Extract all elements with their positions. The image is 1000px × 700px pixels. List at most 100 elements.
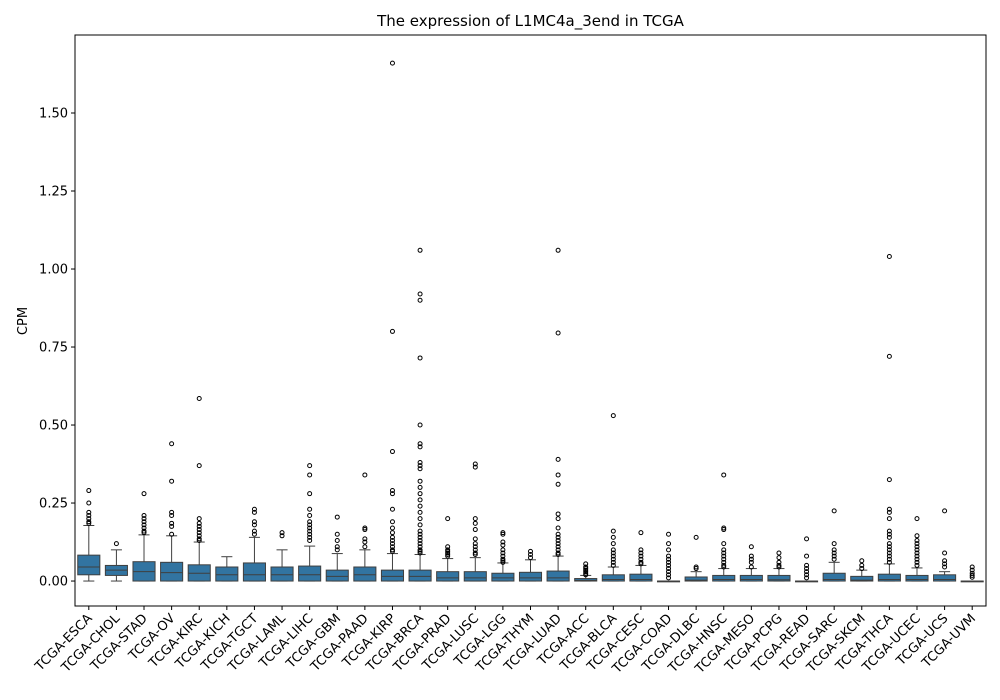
outlier-point: [472, 536, 478, 542]
outlier-point: [307, 537, 313, 543]
outlier-point: [776, 562, 782, 568]
outlier-point: [666, 541, 672, 547]
outlier-point: [942, 558, 948, 564]
outlier-point: [914, 516, 920, 522]
outlier-point: [141, 491, 147, 497]
outlier-point: [638, 550, 644, 556]
outlier-point: [942, 564, 948, 570]
outlier-point: [196, 463, 202, 469]
box-group-tcga-sarc: [822, 508, 846, 582]
box-group-tcga-kirp: [380, 60, 405, 582]
box-iqr: [905, 574, 929, 582]
outlier-point: [886, 541, 892, 547]
outlier-point: [886, 550, 892, 556]
outlier-point: [417, 503, 423, 509]
box-group-tcga-lihc: [298, 463, 322, 582]
outlier-point: [362, 539, 368, 545]
outlier-point: [307, 519, 313, 525]
outlier-point: [721, 541, 727, 547]
outlier-point: [528, 555, 533, 561]
outlier-point: [362, 536, 368, 542]
outlier-point: [500, 547, 506, 553]
outlier-point: [555, 537, 561, 543]
outlier-point: [942, 561, 948, 567]
outlier-point: [389, 547, 395, 553]
outlier-point: [638, 559, 644, 565]
outlier-point: [555, 472, 561, 478]
box-iqr: [684, 576, 708, 582]
outlier-point: [86, 513, 92, 519]
outlier-point: [555, 534, 561, 540]
outlier-point: [776, 550, 782, 556]
outlier-point: [251, 522, 257, 528]
outlier-point: [969, 574, 975, 580]
outlier-point: [500, 553, 506, 559]
outlier-point: [555, 552, 561, 558]
outlier-point: [307, 472, 313, 478]
outlier-point: [141, 513, 147, 519]
outlier-point: [445, 547, 451, 553]
box-group-tcga-pcpg: [767, 550, 791, 582]
outlier-point: [500, 550, 506, 556]
box-iqr: [518, 571, 543, 582]
outlier-point: [445, 548, 451, 554]
outlier-point: [914, 547, 920, 553]
box-group-tcga-read: [795, 536, 819, 583]
outlier-point: [831, 508, 837, 514]
outlier-point: [389, 328, 395, 334]
outlier-point: [666, 562, 672, 568]
outlier-point: [804, 569, 810, 575]
box-iqr: [601, 574, 625, 582]
box-group-tcga-lusc: [463, 461, 487, 582]
outlier-point: [417, 516, 423, 522]
outlier-point: [196, 533, 202, 539]
outlier-point: [86, 519, 92, 525]
outlier-point: [583, 572, 589, 578]
outlier-point: [610, 534, 616, 540]
outlier-point: [638, 547, 644, 553]
outlier-point: [169, 513, 175, 519]
outlier-point: [555, 330, 561, 336]
outlier-point: [472, 541, 478, 547]
outlier-point: [196, 527, 202, 533]
outlier-point: [500, 559, 506, 565]
outlier-point: [638, 553, 644, 559]
outlier-point: [859, 562, 865, 568]
outlier-point: [969, 564, 975, 570]
outlier-point: [886, 528, 892, 534]
outlier-point: [196, 537, 202, 543]
box-iqr: [877, 573, 901, 582]
outlier-point: [666, 553, 672, 559]
outlier-point: [417, 547, 423, 553]
outlier-point: [886, 559, 892, 565]
outlier-point: [748, 556, 754, 562]
box-group-tcga-blca: [601, 413, 625, 582]
plot-area: [75, 35, 986, 606]
box-iqr: [739, 574, 763, 582]
outlier-point: [472, 520, 478, 526]
outlier-point: [389, 449, 395, 455]
plot-background: [75, 35, 986, 606]
outlier-point: [610, 547, 616, 553]
outlier-point: [666, 531, 672, 537]
outlier-point: [196, 523, 202, 529]
outlier-point: [666, 547, 672, 553]
outlier-point: [776, 564, 782, 570]
outlier-point: [583, 566, 589, 572]
outlier-point: [666, 556, 672, 562]
outlier-point: [417, 444, 423, 450]
outlier-point: [141, 530, 147, 536]
outlier-point: [417, 291, 423, 297]
outlier-point: [389, 548, 395, 554]
outlier-point: [776, 555, 782, 561]
y-tick-label: 0.25: [39, 497, 68, 512]
outlier-point: [417, 466, 423, 472]
outlier-point: [141, 522, 147, 528]
outlier-point: [721, 472, 727, 478]
outlier-point: [555, 456, 561, 462]
outlier-point: [942, 550, 948, 556]
outlier-point: [472, 550, 478, 556]
outlier-point: [389, 537, 395, 543]
outlier-point: [666, 572, 672, 578]
